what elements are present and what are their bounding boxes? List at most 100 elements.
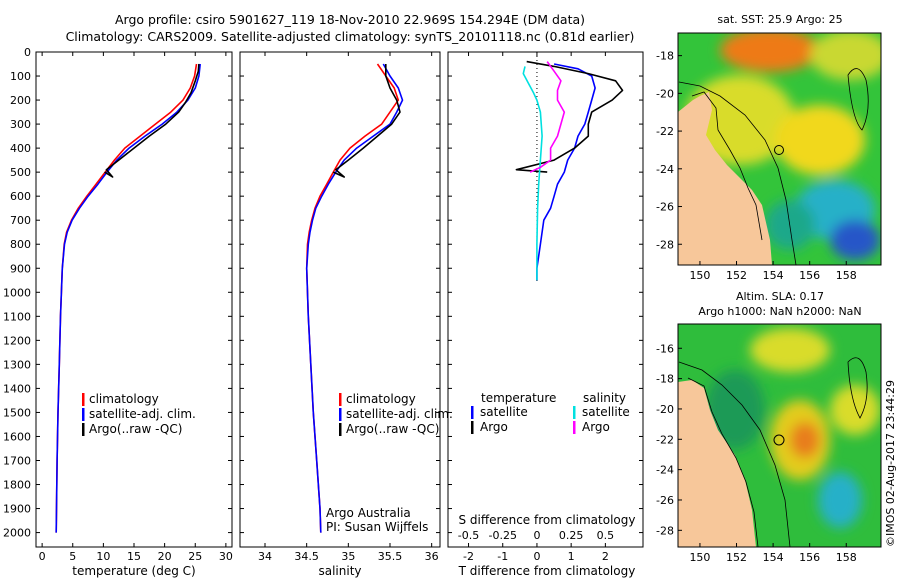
legend-label-satellite-s: satellite [582,405,630,419]
depth-tick-label: 1900 [3,503,31,516]
argo-australia-label: Argo Australia [326,506,411,520]
salinity-diff-tick-label: -0.25 [489,529,517,542]
x-tick-label: 1 [568,550,575,563]
map-lon-label: 158 [836,551,857,564]
series-line-argo-t [515,60,624,173]
sla-map-contour [678,361,791,547]
legend-swatch-argo-s [573,421,576,434]
depth-tick-label: 1100 [3,310,31,323]
depth-tick-label: 300 [10,118,31,131]
map-lon-label: 158 [836,269,857,282]
depth-axis: 0 100 200 300 400 500 600 700 800 900 1000 1100 1200… [3,46,643,540]
map-lon-label: 154 [763,269,784,282]
salinity-diff-tick-label: 0.5 [597,529,615,542]
sst-blob-yellowgreen [810,33,881,80]
sla-map-argo-marker [773,434,785,446]
difference-panel-frame [447,51,644,548]
sst-map-title: sat. SST: 25.9 Argo: 25 [717,13,842,26]
legend-swatch-satellite-t [471,406,474,419]
temperature-panel-frame [35,51,233,548]
legend-label-satellite: satellite-adj. clim. [346,407,453,421]
x-tick-label: 35.5 [378,550,403,563]
sla-blob-cyan [818,472,862,528]
map-lat-label: -20 [656,403,674,416]
depth-tick-label: 100 [10,70,31,83]
salinity-diff-tick-label: 0 [533,529,540,542]
sla-map-blobs [705,328,880,528]
difference-legend: temperature satellite Argo salinity sate… [471,391,630,434]
legend-title-salinity: salinity [583,391,626,405]
map-lat-label: -22 [656,433,674,446]
difference-xlabel: T difference from climatology [458,564,636,578]
map-lat-label: -18 [656,373,674,386]
sla-map-reef-contour [847,357,868,419]
sla-map-field [678,324,881,547]
x-tick-label: -2 [463,550,474,563]
depth-tick-label: 1300 [3,358,31,371]
header-title-line1: Argo profile: csiro 5901627_119 18-Nov-2… [115,12,585,27]
depth-tick-label: 600 [10,190,31,203]
sst-map-ticks: 150 152 154 156 158 -18 -20 -22 -24 -26 -28 [656,50,857,282]
legend-label-argo: Argo(..raw -QC) [346,422,439,436]
sla-map-title: Altim. SLA: 0.17 [736,290,824,303]
map-lon-label: 150 [689,551,710,564]
salinity-legend: climatology satellite-adj. clim. Argo(..… [339,392,453,436]
legend-swatch-argo [82,423,85,436]
depth-tick-label: 500 [10,166,31,179]
depth-tick-label: 1700 [3,454,31,467]
x-tick-label: 34 [258,550,272,563]
salinity-xlabel: salinity [318,564,361,578]
map-lat-label: -24 [656,163,674,176]
map-lon-label: 152 [726,269,747,282]
sla-blob-yellow3 [830,385,880,435]
sla-map-ticks: 150 152 154 156 158 -16 -18 -20 -22 -24 -26 -28 [656,342,857,564]
legend-title-temperature: temperature [481,391,556,405]
depth-tick-label: 1000 [3,286,31,299]
salinity-panel-frame [239,51,441,548]
x-tick-label: -1 [497,550,508,563]
x-tick-label: 2 [602,550,609,563]
x-tick-label: 0 [533,550,540,563]
legend-swatch-climatology [339,393,342,406]
x-tick-label: 5 [69,550,76,563]
series-line-satellite-s [522,66,543,281]
depth-tick-label: 200 [10,94,31,107]
x-tick-label: 30 [219,550,233,563]
series-line-argo-raw-qc- [332,64,401,178]
x-tick-label: 15 [127,550,141,563]
map-lat-label: -16 [656,342,674,355]
depth-tick-label: 0 [24,46,31,59]
map-lat-label: -28 [656,238,674,251]
legend-label-argo-t: Argo [480,420,508,434]
sst-blob-warm [720,33,820,72]
header-title-line2: Climatology: CARS2009. Satellite-adjuste… [66,29,635,44]
legend-swatch-satellite [82,408,85,421]
series-line-argo-s [529,61,566,173]
sla-map-frame [677,323,882,548]
x-tick-label: 0 [39,550,46,563]
salinity-diff-tick-label: -0.5 [458,529,479,542]
temperature-series [55,63,201,533]
sst-map-coastline [691,91,763,241]
legend-swatch-argo [339,423,342,436]
map-lat-label: -22 [656,125,674,138]
x-tick-label: 10 [96,550,110,563]
map-lat-label: -26 [656,201,674,214]
salinity-series [305,63,404,533]
depth-tick-label: 2000 [3,527,31,540]
map-lon-label: 150 [689,269,710,282]
sst-map-contour [678,81,797,265]
legend-label-satellite: satellite-adj. clim. [89,407,196,421]
temperature-legend: climatology satellite-adj. clim. Argo(..… [82,392,196,436]
legend-swatch-climatology [82,393,85,406]
sst-map-frame [677,32,882,266]
map-lat-label: -28 [656,524,674,537]
salinity-diff-tick-label: 0.25 [559,529,584,542]
sla-map-coastline [687,377,759,547]
map-lon-label: 156 [799,269,820,282]
temperature-xlabel: temperature (deg C) [72,564,195,578]
depth-tick-label: 1600 [3,430,31,443]
sst-blob-gold [775,105,865,175]
x-tick-label: 36 [425,550,439,563]
sla-blob-yellow1 [750,328,830,372]
